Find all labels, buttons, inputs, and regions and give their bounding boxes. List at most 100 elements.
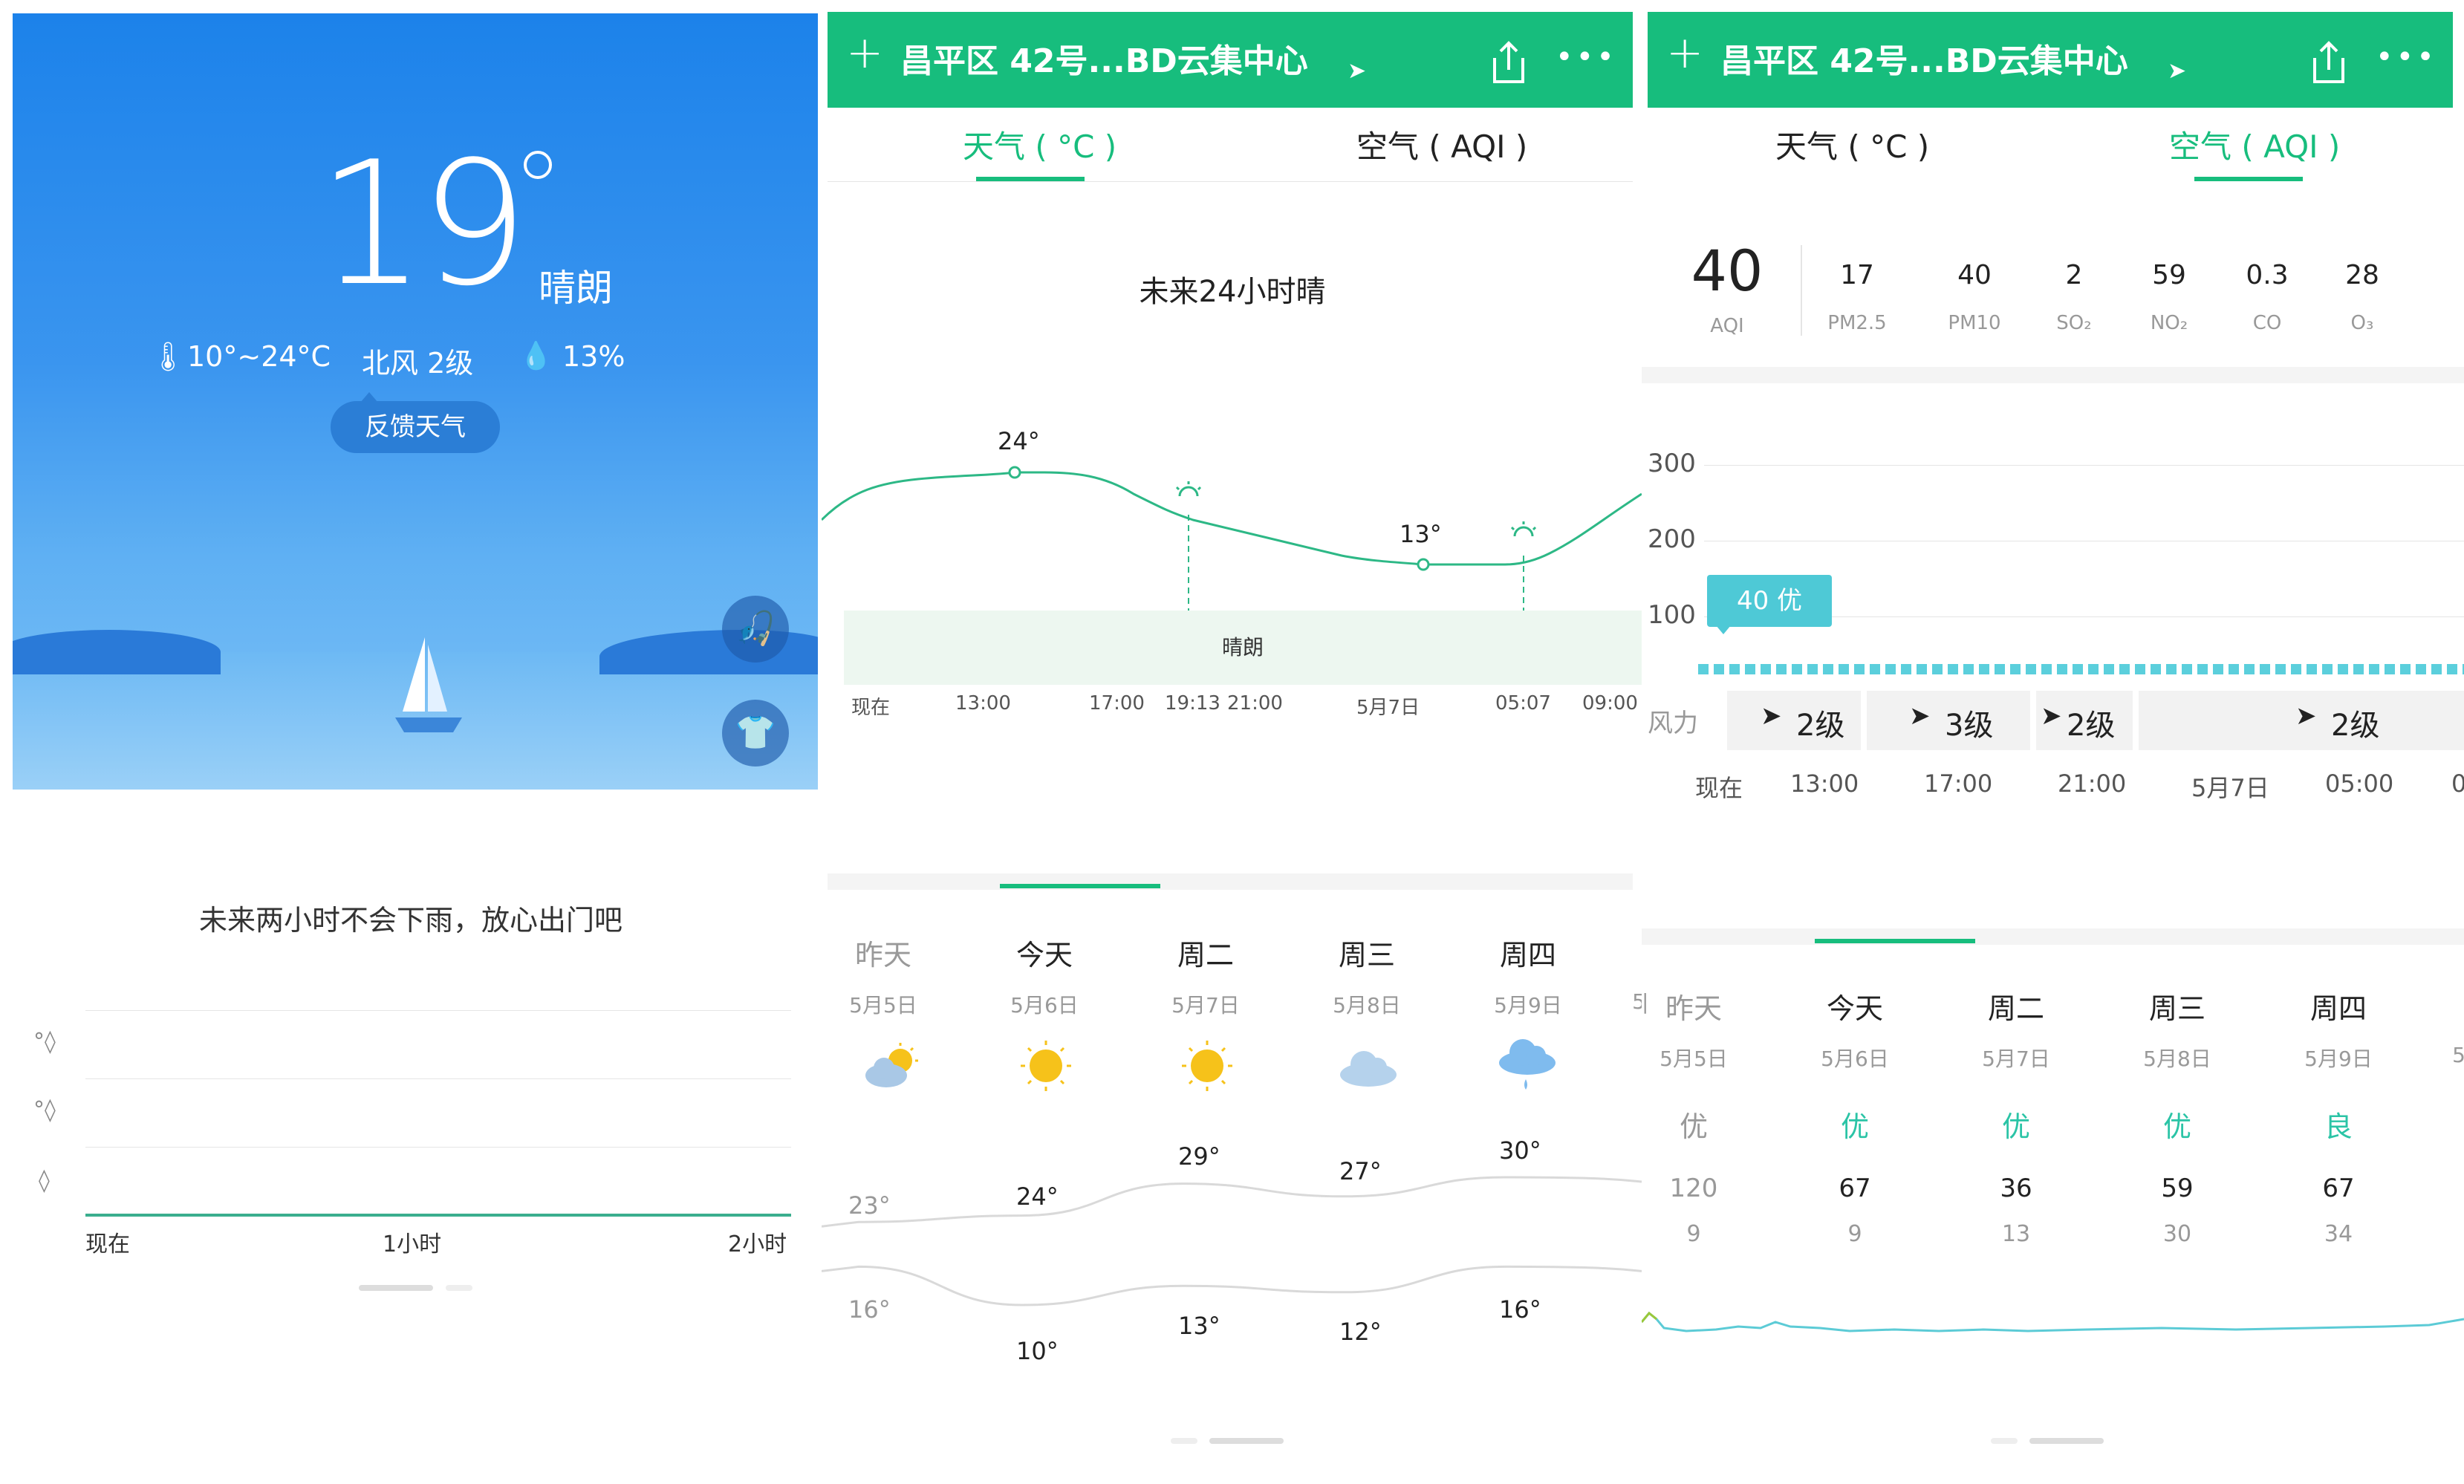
thermometer-icon: 🌡 [150, 340, 186, 373]
section-divider [1642, 367, 2464, 383]
time-sunset: 19:13 [1165, 692, 1220, 715]
fishing-icon[interactable]: 🎣 [722, 596, 789, 663]
aqi-bubble: 40 优 [1707, 575, 1832, 627]
time-label: 5月7日 [2191, 774, 2269, 802]
day-name: 周二 [1177, 939, 1234, 972]
sun-icon [1182, 1041, 1232, 1091]
island-left [13, 630, 221, 674]
day-aqi: 67 [1839, 1174, 1871, 1203]
location-arrow-icon: ➤ [1348, 58, 1367, 84]
aqi-hour-bar [2275, 664, 2286, 674]
page-indicator [1171, 1438, 1197, 1444]
wind-level: 3级 [1945, 709, 1994, 743]
aqi-hour-bar [1698, 664, 1709, 674]
cloud-icon [1340, 1051, 1397, 1087]
sky-hero: 19 晴朗 🌡 10°~24°C 北风 2级 💧 13% 反馈天气 🎣 👕 [13, 13, 818, 790]
aqi-hour-bar [2229, 664, 2239, 674]
aqi-hour-bar [2151, 664, 2161, 674]
add-city-button[interactable]: + [846, 27, 884, 79]
wind-arrow-icon: ➤ [1909, 701, 1931, 731]
pollutant-value: 17 [1840, 260, 1874, 290]
time-1700: 17:00 [1089, 692, 1145, 715]
aqi-hour-bar [1885, 664, 1896, 674]
aqi-hour-bar [2260, 664, 2270, 674]
wind-level: 2级 [1796, 709, 1845, 743]
day-name: 昨天 [854, 939, 911, 972]
aqi-hourly-bars [1698, 664, 2464, 674]
high-temp-day0: 23° [848, 1191, 891, 1220]
aqi-hour-bar [1714, 664, 1724, 674]
pollutant-name: SO₂ [2056, 312, 2092, 334]
section-divider [1642, 928, 2464, 945]
aqi-label: AQI [1710, 315, 1744, 337]
tab-divider [828, 181, 1633, 182]
aqi-hour-bar [1870, 664, 1880, 674]
aqi-hour-bar [2197, 664, 2208, 674]
day-aqi: 36 [2000, 1174, 2032, 1203]
day-date: 5月9日 [1494, 993, 1562, 1018]
day-quality: 优 [1679, 1110, 1708, 1143]
aqi-hour-bar [1963, 664, 1974, 674]
day-aqi-sub: 9 [1847, 1221, 1862, 1247]
wind-arrow-icon: ➤ [2041, 701, 2062, 731]
feedback-button[interactable]: 反馈天气 [331, 401, 500, 453]
share-icon[interactable] [1489, 40, 1529, 85]
aqi-hour-bar [1761, 664, 1771, 674]
pollutant-name: CO [2252, 312, 2282, 334]
aqi-hour-bar [2119, 664, 2130, 674]
day-quality: 优 [2162, 1110, 2191, 1143]
low-point [1417, 558, 1430, 571]
low-temp-day4: 16° [1499, 1295, 1541, 1324]
pollutant-value: 28 [2345, 260, 2379, 290]
day-date-partial: 5 [1632, 989, 1642, 1014]
day-date: 5月6日 [1821, 1047, 1889, 1071]
app-header: + 昌平区 42号...BD云集中心 ➤ ••• [828, 12, 1633, 108]
aqi-hour-bar [2041, 664, 2052, 674]
aqi-hour-bar [2244, 664, 2255, 674]
day-quality: 良 [2324, 1110, 2353, 1143]
page-indicator-active [2029, 1438, 2104, 1444]
humidity: 13% [562, 340, 625, 373]
add-city-button[interactable]: + [1666, 27, 1704, 79]
more-icon[interactable]: ••• [1556, 40, 1617, 74]
time-0900: 09:00 [1582, 692, 1638, 715]
aqi-hour-bar [1854, 664, 1865, 674]
aqi-hour-bar [2307, 664, 2317, 674]
day-name: 周二 [1987, 992, 2044, 1025]
pollutant-value: 2 [2065, 260, 2083, 290]
location-title[interactable]: 昌平区 42号...BD云集中心 [900, 42, 1308, 80]
share-icon[interactable] [2309, 40, 2349, 85]
aqi-hour-bar [1995, 664, 2005, 674]
pollutant-name: O₃ [2350, 312, 2374, 334]
condition-band-label: 晴朗 [1221, 635, 1264, 660]
tab-air[interactable]: 空气 ( AQI ) [2169, 128, 2341, 165]
low-temp-day0: 16° [848, 1295, 891, 1324]
wind-cell [1867, 691, 2030, 750]
day-quality: 优 [1840, 1110, 1869, 1143]
tab-indicator [2194, 177, 2303, 181]
aqi-hour-bar [1823, 664, 1833, 674]
feedback-pointer [360, 392, 378, 403]
aqi-hour-bar [1745, 664, 1755, 674]
page-indicator-active [1209, 1438, 1284, 1444]
aqi-hour-bar [2135, 664, 2145, 674]
aqi-hour-bar [2088, 664, 2099, 674]
day-date: 5月5日 [1660, 1047, 1728, 1071]
tab-weather[interactable]: 天气 ( °C ) [963, 128, 1117, 165]
aqi-hour-bar [2166, 664, 2177, 674]
y-tick: 300 [1648, 449, 1696, 478]
tab-weather[interactable]: 天气 ( °C ) [1775, 128, 1930, 165]
pollutant-value: 0.3 [2246, 260, 2289, 290]
location-title[interactable]: 昌平区 42号...BD云集中心 [1720, 42, 2128, 80]
daily-aqi-line [1642, 1311, 2464, 1332]
tshirt-icon[interactable]: 👕 [722, 700, 789, 767]
day-aqi-sub: 13 [2001, 1221, 2031, 1247]
time-sunrise: 05:07 [1495, 692, 1551, 715]
tab-air[interactable]: 空气 ( AQI ) [1356, 128, 1528, 165]
pollutant-name: PM10 [1948, 312, 2001, 334]
wind-level: 2级 [2067, 709, 2116, 743]
high-temp-day2: 29° [1178, 1142, 1220, 1171]
hourly-temp-chart [822, 466, 1642, 611]
rain-heavy-icon: °◊ [33, 1029, 56, 1055]
more-icon[interactable]: ••• [2376, 40, 2437, 74]
